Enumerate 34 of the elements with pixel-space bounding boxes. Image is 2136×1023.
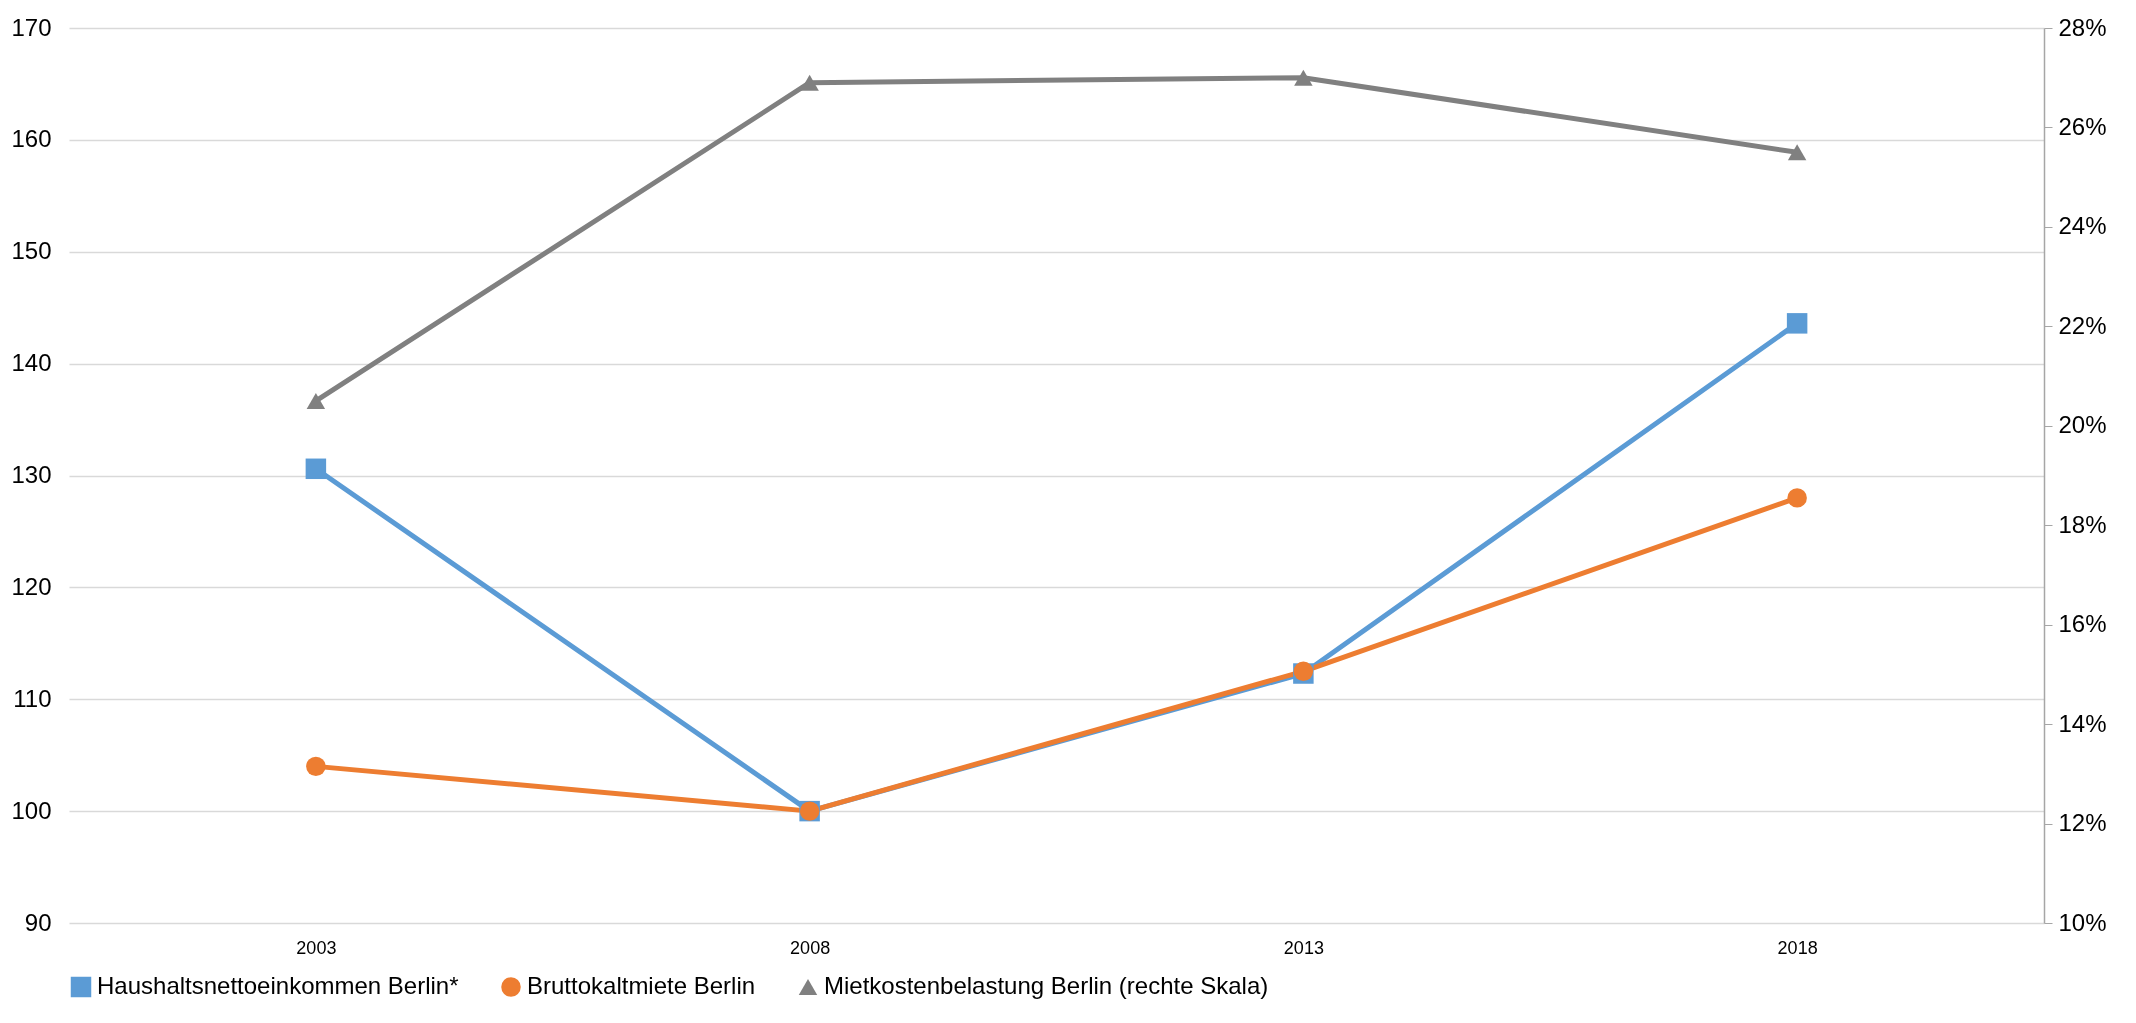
legend-label: Mietkostenbelastung Berlin (rechte Skala) (824, 972, 1269, 999)
y2-tick-label: 24% (2058, 212, 2107, 240)
x-tick-label: 2013 (1283, 937, 1324, 958)
x-tick-label: 2003 (296, 937, 337, 958)
point (306, 392, 326, 409)
y2-tick-label: 20% (2058, 411, 2107, 439)
y2-tick-label: 10% (2058, 908, 2107, 936)
x-tick-label: 2008 (790, 937, 831, 958)
point (1787, 144, 1807, 161)
point (1786, 313, 1808, 334)
y2-tick-label: 18% (2058, 510, 2107, 538)
y-tick-label: 100 (11, 796, 52, 824)
y2-tick-label: 28% (2058, 13, 2107, 41)
y-tick-label: 90 (24, 908, 52, 936)
y2-tick-label: 16% (2058, 610, 2107, 638)
legend-label: Haushaltsnettoeinkommen Berlin* (97, 972, 459, 999)
y-tick-label: 120 (11, 572, 52, 600)
y-tick-label: 110 (13, 684, 52, 712)
y-tick-label: 150 (11, 237, 52, 265)
y-tick-label: 170 (11, 13, 52, 41)
point (800, 74, 819, 91)
y-tick-label: 140 (11, 349, 52, 377)
point (1787, 488, 1807, 508)
y2-tick-label: 12% (2058, 809, 2107, 837)
point (1294, 69, 1313, 86)
point (305, 458, 327, 480)
x-tick-label: 2018 (1777, 937, 1818, 958)
y-tick-label: 160 (11, 125, 52, 153)
point (306, 756, 326, 777)
legend-label: Bruttokaltmiete Berlin (527, 972, 756, 999)
y2-tick-label: 22% (2058, 311, 2107, 339)
y-tick-label: 130 (11, 461, 52, 488)
y2-tick-label: 14% (2058, 709, 2107, 737)
y2-tick-label: 26% (2058, 112, 2107, 140)
